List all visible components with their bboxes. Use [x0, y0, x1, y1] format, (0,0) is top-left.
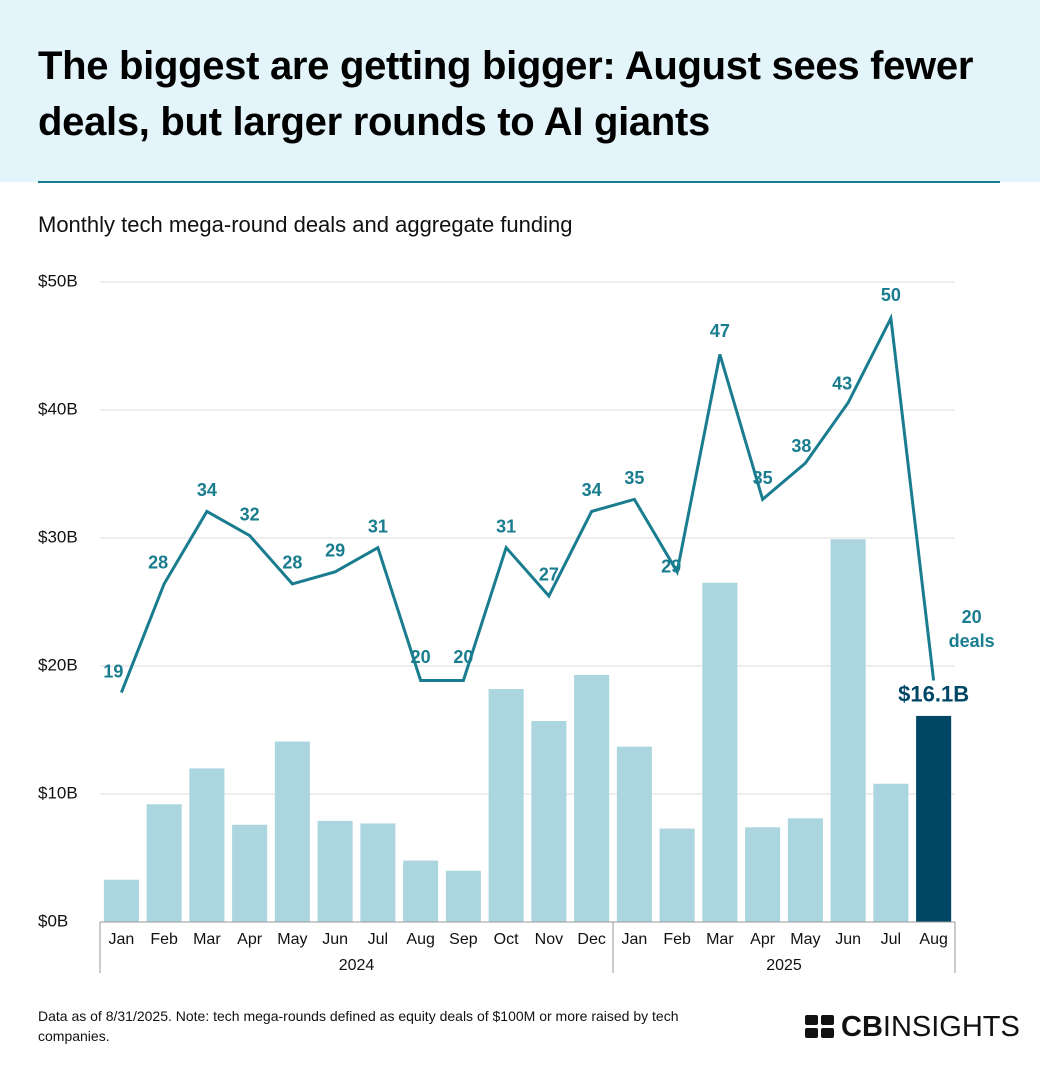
bar [360, 823, 396, 922]
x-tick-label: Sep [449, 931, 478, 948]
x-tick-label: Apr [750, 931, 776, 948]
bar [103, 879, 139, 922]
line-label: 32 [240, 504, 260, 524]
x-tick-label: Mar [706, 931, 734, 948]
bar [830, 539, 866, 922]
line-label: 34 [582, 480, 602, 500]
bar [702, 582, 738, 922]
x-tick-label: Nov [535, 931, 563, 948]
line-label: 47 [710, 321, 730, 341]
line-label: 38 [791, 436, 811, 456]
x-tick-label: May [790, 931, 820, 948]
x-tick-label: Mar [193, 931, 221, 948]
line-annotation: deals [949, 631, 995, 651]
line-label: 35 [753, 468, 773, 488]
bar [274, 741, 310, 922]
bar [403, 860, 439, 922]
chart: $0B $10B $20B $30B $40B $50B Jan Feb Mar Apr May Ju… [38, 271, 995, 974]
line-label: 50 [881, 285, 901, 305]
x-tick-label: Jun [835, 931, 861, 948]
x-tick-label: Jan [108, 931, 134, 948]
line-label: 29 [325, 541, 345, 561]
line-label: 43 [832, 374, 852, 394]
group-label: 2024 [339, 957, 375, 974]
line-label: 28 [282, 553, 302, 573]
bar [787, 818, 823, 922]
line-label: 27 [539, 565, 559, 585]
line-label: 31 [496, 516, 516, 536]
logo-text: INSIGHTS [882, 1010, 1020, 1043]
bar [146, 804, 182, 922]
bar [616, 746, 652, 922]
x-tick-label: Aug [919, 931, 947, 948]
line-label: 35 [624, 468, 644, 488]
y-tick-label: $0B [38, 911, 68, 930]
bar [317, 820, 353, 922]
y-tick-label: $40B [38, 399, 78, 418]
y-tick-label: $50B [38, 271, 78, 290]
line-label: 19 [103, 661, 123, 681]
x-tick-label: Feb [150, 931, 178, 948]
line-label: 31 [368, 516, 388, 536]
footnote: Data as of 8/31/2025. Note: tech mega-ro… [38, 1008, 679, 1044]
bar [232, 824, 268, 922]
group-label: 2025 [766, 957, 802, 974]
logo: CB INSIGHTS [805, 1010, 1020, 1044]
bar [916, 715, 952, 922]
line-label: 20 [411, 647, 431, 667]
x-tick-label: Jul [368, 931, 388, 948]
logo-bold: CB [841, 1010, 883, 1043]
header [0, 0, 1040, 182]
line-label: 20 [962, 607, 982, 627]
x-tick-label: Feb [663, 931, 691, 948]
bar [745, 827, 781, 922]
y-tick-label: $30B [38, 527, 78, 546]
chart-title: The biggest are getting bigger: August s… [38, 44, 974, 144]
x-tick-label: Jan [621, 931, 647, 948]
x-tick-label: Apr [237, 931, 263, 948]
bar [659, 828, 695, 922]
divider [38, 181, 1000, 183]
bar [189, 768, 225, 922]
line-label: 28 [148, 553, 168, 573]
line-label: 29 [661, 557, 681, 577]
logo-icon [805, 1015, 834, 1038]
x-tick-label: Dec [577, 931, 605, 948]
bar [445, 870, 481, 922]
chart-subtitle: Monthly tech mega-round deals and aggreg… [38, 212, 573, 237]
x-tick-label: Aug [406, 931, 434, 948]
line [119, 313, 936, 694]
x-tick-label: Jul [881, 931, 901, 948]
y-tick-label: $10B [38, 783, 78, 802]
bar [574, 674, 610, 922]
x-tick-label: Oct [494, 931, 519, 948]
x-tick-label: Jun [322, 931, 348, 948]
x-tick-label: May [277, 931, 307, 948]
bar [531, 721, 567, 922]
line-label: 34 [197, 480, 217, 500]
line-label: 20 [453, 647, 473, 667]
bar [488, 689, 524, 922]
bar [873, 783, 909, 922]
value-label: $16.1B [898, 682, 969, 707]
y-tick-label: $20B [38, 655, 78, 674]
